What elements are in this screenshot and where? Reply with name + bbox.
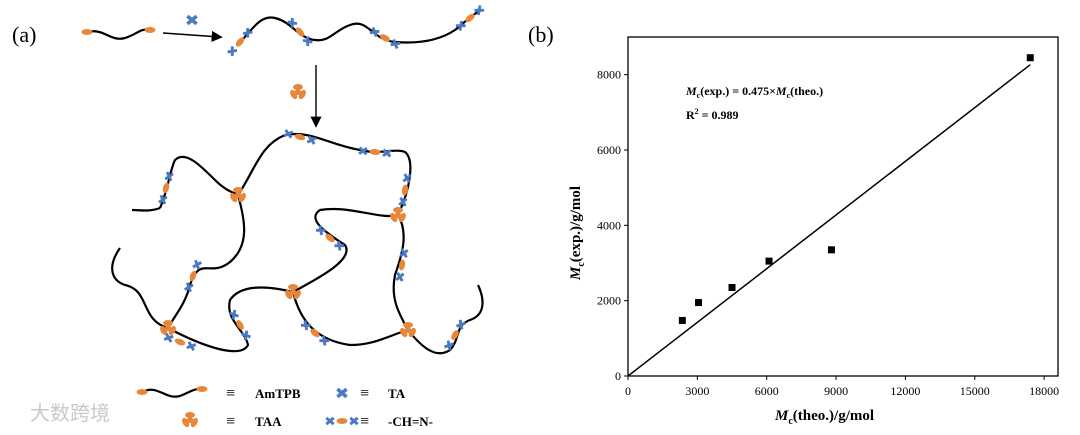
imine: [286, 17, 314, 48]
plot-frame: [627, 36, 1059, 377]
x-tick-label: 6000: [755, 384, 779, 398]
x-tick-label: 18000: [1029, 384, 1059, 398]
symbol: [443, 319, 467, 352]
legend-label: -CH=N-: [388, 414, 433, 429]
symbol: [336, 387, 348, 399]
chain: [407, 284, 484, 355]
chain: [167, 194, 246, 329]
chain: [111, 247, 169, 330]
end-group: [81, 29, 93, 35]
legend-equiv: ≡: [360, 385, 369, 402]
data-point: [695, 299, 703, 307]
data-point: [827, 246, 835, 254]
y-tick-label: 8000: [597, 68, 621, 82]
x-tick-label: 15000: [960, 384, 990, 398]
watermark: 大数跨境: [30, 401, 110, 425]
data-point: [678, 316, 686, 324]
chain: [158, 155, 239, 209]
symbol: [358, 146, 392, 157]
chain: [237, 11, 479, 46]
symbol: [283, 284, 303, 301]
data-point: [1026, 54, 1034, 62]
symbol: [388, 207, 408, 224]
crosslinker-icon: [186, 14, 198, 26]
legend-label: TAA: [255, 414, 282, 429]
imine: [226, 27, 254, 58]
y-tick-label: 0: [615, 369, 621, 383]
legend: ≡ AmTPB ≡ TA ≡ TAA ≡ -CH=N-: [136, 385, 433, 430]
symbol: [196, 386, 208, 392]
symbol: [300, 319, 331, 347]
imine: [455, 4, 486, 32]
symbol: [398, 322, 418, 339]
fit-line: [627, 64, 1031, 377]
data-point: [765, 257, 773, 265]
symbol: [136, 389, 148, 395]
chain: [392, 214, 409, 331]
symbol: [158, 171, 175, 205]
chain: [292, 207, 399, 293]
end-group: [144, 27, 156, 33]
y-axis-label: Mc(exp.)/g/mol: [568, 186, 587, 281]
symbol: [228, 187, 248, 204]
symbol: [325, 417, 358, 425]
panel-label: (a): [12, 22, 36, 47]
chain: [131, 206, 161, 212]
symbol: [315, 224, 346, 252]
legend-icon: [141, 387, 203, 398]
y-tick-label: 6000: [597, 143, 621, 157]
legend-equiv: ≡: [226, 413, 235, 430]
y-tick-label: 4000: [597, 218, 621, 232]
arrow: [162, 30, 223, 42]
chain: [86, 28, 151, 40]
x-tick-label: 3000: [685, 384, 709, 398]
y-tick-label: 2000: [597, 294, 621, 308]
legend-equiv: ≡: [360, 413, 369, 430]
x-tick-label: 12000: [890, 384, 920, 398]
legend-equiv: ≡: [226, 385, 235, 402]
x-axis-label: Mc(theo.)/g/mol: [774, 408, 874, 427]
chain: [291, 291, 409, 347]
chain: [237, 132, 412, 216]
legend-label: TA: [388, 386, 406, 401]
taa-icon: [288, 84, 308, 101]
data-point: [728, 283, 736, 291]
symbol: [228, 309, 252, 342]
x-tick-label: 9000: [824, 384, 848, 398]
legend-label: AmTPB: [255, 386, 301, 401]
annotation: R2 = 0.989: [686, 107, 739, 122]
panel-label: (b): [528, 22, 554, 47]
x-tick-label: 0: [625, 384, 631, 398]
network: [111, 129, 484, 355]
annotation: Mc(exp.) = 0.475×Mc(theo.): [685, 84, 823, 100]
symbol: [180, 412, 200, 429]
imine: [369, 26, 402, 50]
symbol: [183, 259, 202, 293]
